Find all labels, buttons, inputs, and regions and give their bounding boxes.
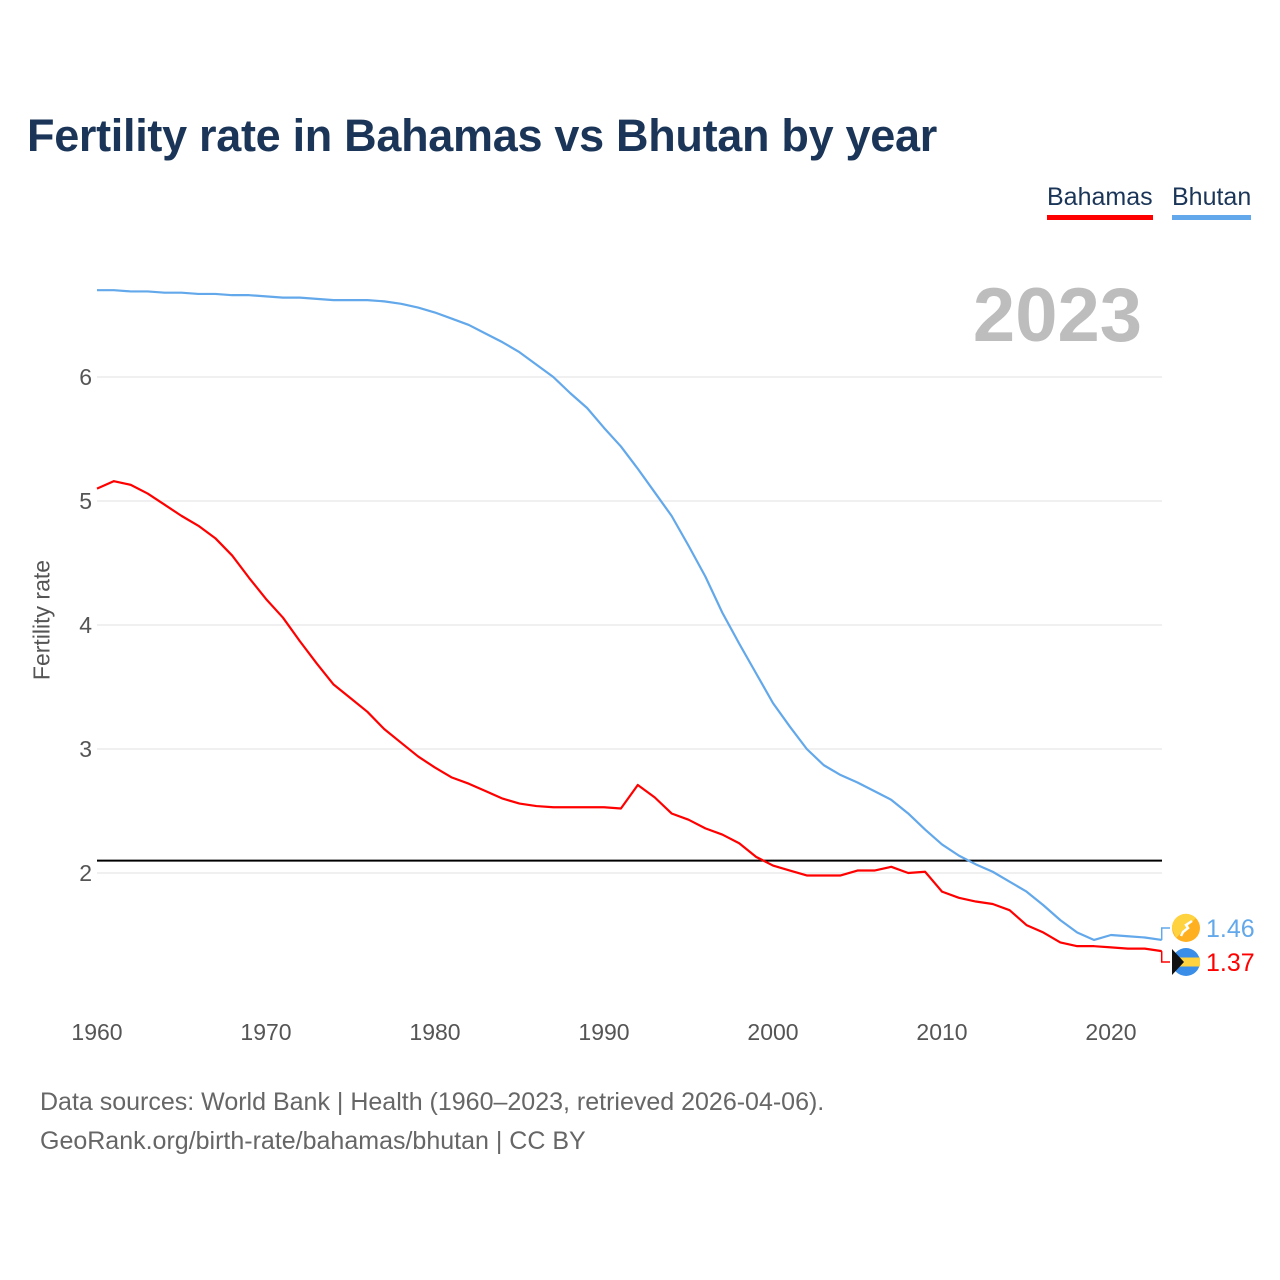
end-value-label-bhutan: 1.46 <box>1206 915 1255 943</box>
y-tick-label: 2 <box>79 860 92 886</box>
legend-bhutan[interactable]: Bhutan <box>1172 183 1252 220</box>
x-tick-label: 2000 <box>747 1019 798 1045</box>
end-connector <box>1160 927 1170 940</box>
end-connector <box>1160 951 1170 963</box>
year-badge: 2023 <box>972 273 1142 358</box>
y-tick-label: 3 <box>79 736 92 762</box>
x-tick-label: 1960 <box>71 1019 122 1045</box>
attribution-line[interactable]: GeoRank.org/birth-rate/bahamas/bhutan | … <box>40 1127 586 1155</box>
bahamas-flag-triangle <box>1172 949 1184 975</box>
bhutan-flag-icon <box>1171 913 1196 938</box>
source-line: Data sources: World Bank | Health (1960–… <box>40 1088 825 1116</box>
y-tick-label: 6 <box>79 364 92 390</box>
x-tick-label: 2010 <box>916 1019 967 1045</box>
x-tick-label: 1970 <box>240 1019 291 1045</box>
bhutan-dragon-icon <box>1179 919 1193 937</box>
x-tick-label: 1990 <box>578 1019 629 1045</box>
chart-title: Fertility rate in Bahamas vs Bhutan by y… <box>27 110 937 161</box>
series-line-bhutan <box>97 289 1162 942</box>
y-tick-label: 5 <box>79 488 92 514</box>
y-tick-label: 4 <box>79 612 92 638</box>
x-tick-label: 1980 <box>409 1019 460 1045</box>
x-tick-label: 2020 <box>1085 1019 1136 1045</box>
series-line-bahamas <box>96 480 1162 953</box>
legend-bahamas[interactable]: Bahamas <box>1047 183 1153 220</box>
bahamas-flag-stripe <box>1172 957 1200 967</box>
end-value-label-bahamas: 1.37 <box>1206 949 1255 977</box>
